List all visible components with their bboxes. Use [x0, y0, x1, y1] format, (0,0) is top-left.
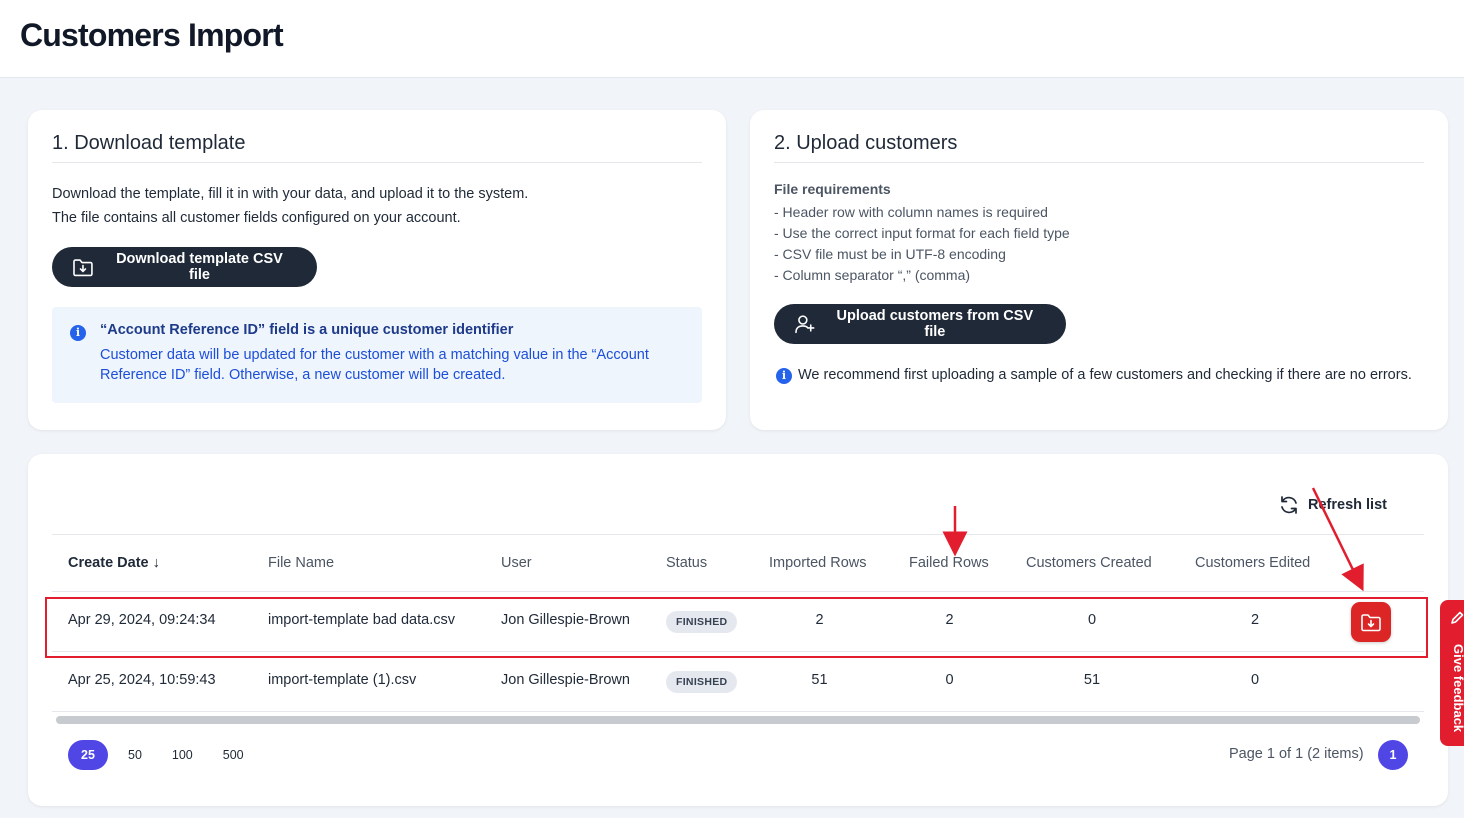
upload-customers-card: 2. Upload customers File requirements - …	[750, 110, 1448, 430]
refresh-list-button[interactable]: Refresh list	[1278, 494, 1387, 516]
page-size-option[interactable]: 500	[222, 748, 244, 762]
column-header-create-date[interactable]: Create Date ↓	[68, 555, 160, 571]
page-title: Customers Import	[20, 17, 284, 53]
upload-customers-button-label: Upload customers from CSV file	[836, 308, 1034, 340]
requirement-item: - Column separator “,” (comma)	[774, 267, 971, 283]
download-description-line-2: The file contains all customer fields co…	[52, 210, 461, 226]
upload-note-text: We recommend first uploading a sample of…	[798, 367, 1412, 383]
cell-customers-created: 51	[1083, 672, 1101, 688]
requirement-item: - Header row with column names is requir…	[774, 204, 1048, 220]
info-icon: i	[70, 325, 86, 341]
top-bar: Customers Import	[0, 0, 1464, 78]
pagination-info: Page 1 of 1 (2 items)	[1229, 746, 1364, 762]
download-failed-rows-button[interactable]	[1351, 602, 1391, 642]
download-icon	[73, 259, 93, 277]
cell-failed-rows: 2	[945, 612, 954, 628]
cell-imported-rows: 51	[811, 672, 828, 688]
horizontal-scrollbar[interactable]	[56, 716, 1420, 724]
column-header-file-name[interactable]: File Name	[268, 555, 335, 571]
cell-user: Jon Gillespie-Brown	[501, 672, 630, 688]
imports-list-card: Refresh list Create Date ↓ File Name Use…	[28, 454, 1448, 806]
info-box-text: Customer data will be updated for the cu…	[100, 347, 649, 383]
upload-note: i We recommend first uploading a sample …	[774, 365, 1414, 386]
info-icon: i	[776, 368, 792, 384]
status-badge: FINISHED	[666, 611, 738, 633]
column-header-status[interactable]: Status	[666, 555, 708, 571]
give-feedback-tab[interactable]: Give feedback	[1440, 600, 1464, 746]
download-description-line-1: Download the template, fill it in with y…	[52, 186, 529, 202]
download-icon	[1361, 614, 1381, 632]
column-header-customers-created[interactable]: Customers Created	[1026, 555, 1152, 571]
requirement-item: - CSV file must be in UTF-8 encoding	[774, 246, 1006, 262]
download-template-button[interactable]: Download template CSV file	[52, 247, 317, 287]
page-size-option[interactable]: 100	[171, 748, 193, 762]
cell-create-date: Apr 29, 2024, 09:24:34	[68, 612, 216, 628]
cell-customers-created: 0	[1087, 612, 1097, 628]
info-box-title: “Account Reference ID” field is a unique…	[100, 322, 514, 338]
page-number-button[interactable]: 1	[1378, 740, 1408, 770]
refresh-list-label: Refresh list	[1308, 497, 1387, 513]
requirement-item: - Use the correct input format for each …	[774, 225, 1070, 241]
table-row: Apr 25, 2024, 10:59:43 import-template (…	[52, 652, 1424, 712]
cell-imported-rows: 2	[815, 612, 824, 628]
cell-failed-rows: 0	[945, 672, 954, 688]
column-header-customers-edited[interactable]: Customers Edited	[1195, 555, 1311, 571]
give-feedback-label: Give feedback	[1451, 644, 1464, 733]
page-size-option[interactable]: 50	[128, 748, 142, 762]
upload-customers-button[interactable]: Upload customers from CSV file	[774, 304, 1066, 344]
row-highlight-annotation	[45, 597, 1428, 658]
download-template-heading: 1. Download template	[52, 132, 702, 163]
column-header-user[interactable]: User	[501, 555, 532, 571]
file-requirements-list: - Header row with column names is requir…	[774, 202, 1070, 286]
page-size-option[interactable]: 25	[68, 740, 108, 770]
column-header-failed-rows[interactable]: Failed Rows	[909, 555, 989, 571]
refresh-icon	[1281, 496, 1297, 514]
download-description: Download the template, fill it in with y…	[52, 182, 528, 230]
add-user-icon	[795, 315, 815, 334]
imports-table: Create Date ↓ File Name User Status Impo…	[52, 534, 1424, 712]
cell-create-date: Apr 25, 2024, 10:59:43	[68, 672, 216, 688]
status-badge: FINISHED	[666, 671, 738, 693]
column-header-imported-rows[interactable]: Imported Rows	[769, 555, 867, 571]
cell-user: Jon Gillespie-Brown	[501, 612, 630, 628]
cell-file-name: import-template bad data.csv	[268, 612, 455, 628]
cell-file-name: import-template (1).csv	[268, 672, 417, 688]
account-reference-info-box: i “Account Reference ID” field is a uniq…	[52, 307, 702, 403]
cell-customers-edited: 2	[1250, 612, 1260, 628]
pencil-icon	[1451, 611, 1464, 624]
table-row: Apr 29, 2024, 09:24:34 import-template b…	[52, 592, 1424, 652]
table-header: Create Date ↓ File Name User Status Impo…	[52, 534, 1424, 592]
cell-customers-edited: 0	[1250, 672, 1260, 688]
file-requirements-title: File requirements	[774, 181, 891, 197]
download-template-button-label: Download template CSV file	[116, 251, 283, 283]
download-template-card: 1. Download template Download the templa…	[28, 110, 726, 430]
upload-customers-heading: 2. Upload customers	[774, 132, 1424, 163]
page-size-selector: 25 50 100 500	[68, 740, 264, 770]
